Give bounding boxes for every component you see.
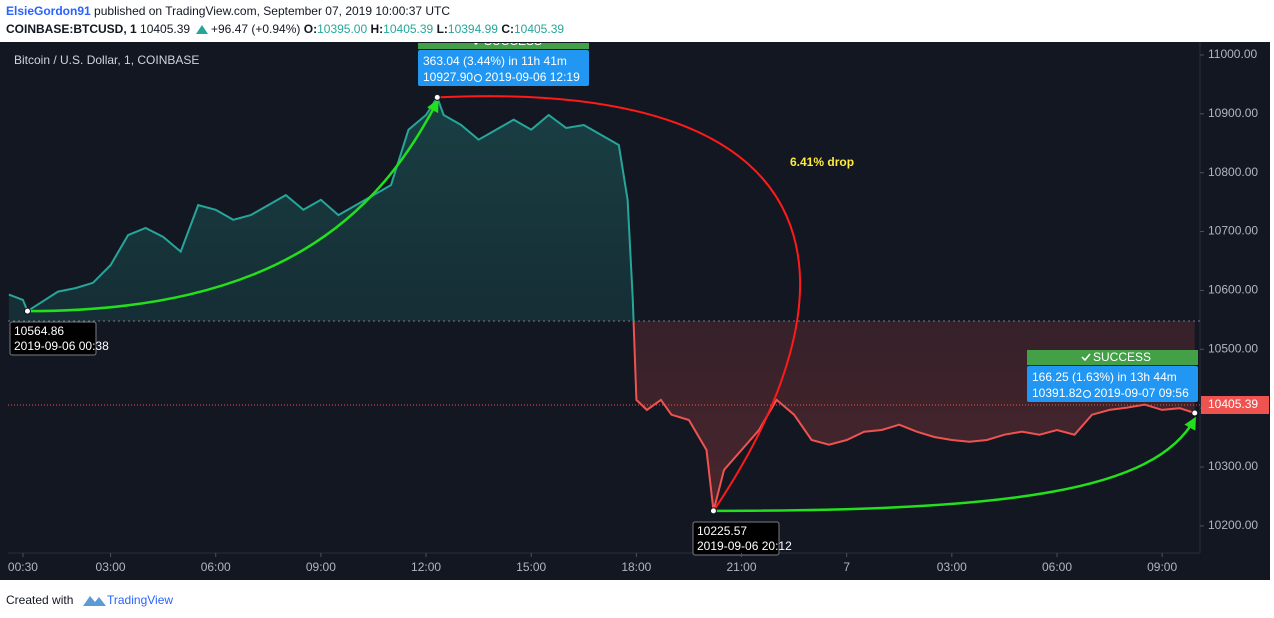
last-price-label: 10405.39 [1208,397,1258,411]
anchor-point [433,93,441,101]
price-line-below [632,321,1196,512]
x-tick-label: 7 [843,560,850,574]
x-tick-label: 00:30 [8,560,38,574]
h: 10405.39 [383,22,433,36]
up-icon [196,25,208,34]
x-tick-label: 18:00 [621,560,651,574]
y-tick-label: 10300.00 [1208,459,1258,473]
x-tick-label: 09:00 [1147,560,1177,574]
info-time: 2019-09-07 09:56 [1094,386,1189,400]
symbol: COINBASE:BTCUSD, 1 [6,22,137,36]
info-price: 10927.90 [423,70,473,84]
anchor-point [709,507,717,515]
x-tick-label: 03:00 [937,560,967,574]
status-tab: SUCCESS [1027,350,1198,365]
x-tick-label: 03:00 [96,560,126,574]
y-tick-label: 10200.00 [1208,518,1258,532]
check-icon [1081,353,1091,362]
o-label: O: [304,22,317,36]
x-tick-label: 06:00 [1042,560,1072,574]
h-label: H: [371,22,384,36]
price-box-value: 10225.57 [697,524,747,538]
price-box-time: 2019-09-06 20:12 [697,539,792,553]
price-box [692,521,780,556]
footer-brand[interactable]: TradingView [107,593,173,607]
status-label: SUCCESS [1093,350,1151,364]
y-tick-label: 10700.00 [1208,224,1258,238]
change: +96.47 (+0.94%) [211,22,300,36]
price: 10405.39 [140,22,190,36]
status-tab-bg [1027,350,1198,365]
x-tick-label: 06:00 [201,560,231,574]
x-tick-label: 12:00 [411,560,441,574]
l-label: L: [437,22,448,36]
clock-icon [474,74,482,82]
x-tick-label: 21:00 [726,560,756,574]
l: 10394.99 [448,22,498,36]
ohlc-line: +96.47 (+0.94%) O:10395.00 H:10405.39 L:… [211,22,564,36]
price-line-above [8,95,635,322]
y-tick-label: 10600.00 [1208,283,1258,297]
last-price-tag [1201,396,1269,415]
footer-created: Created with [6,593,73,607]
anchor-point [1191,409,1199,417]
arrow-rise-1 [27,99,439,313]
area-above [8,97,1195,322]
y-tick-label: 10500.00 [1208,341,1258,355]
drop-label: 6.41% drop [790,155,854,169]
status-label: SUCCESS [484,34,542,48]
c-label: C: [501,22,514,36]
info-change: 166.25 (1.63%) in 13h 44m [1032,370,1177,384]
status-tab: SUCCESS [418,34,589,49]
status-tab-bg [418,43,589,49]
x-tick-label: 09:00 [306,560,336,574]
c: 10405.39 [514,22,564,36]
price-box [9,321,97,356]
status-tab-body: SUCCESS [418,34,589,49]
x-tick-label: 15:00 [516,560,546,574]
chart-title: Bitcoin / U.S. Dollar, 1, COINBASE [14,53,199,67]
info-box [1027,366,1198,402]
arrow-rise-2 [713,416,1196,513]
header-line: ElsieGordon91 published on TradingView.c… [6,4,450,18]
logo [83,596,106,606]
y-tick-label: 10800.00 [1208,165,1258,179]
info-box [418,50,589,86]
y-tick-label: 11000.00 [1208,47,1257,61]
author[interactable]: ElsieGordon91 [6,4,91,18]
symbol-line: COINBASE:BTCUSD, 1 10405.39 [6,22,190,36]
clock-icon [1083,390,1091,398]
y-tick-label: 10900.00 [1208,106,1258,120]
price-box-value: 10564.86 [14,324,64,338]
published: published on TradingView.com, September … [94,4,450,18]
check-icon [473,43,478,46]
info-change: 363.04 (3.44%) in 11h 41m [423,54,567,68]
anchor-point [23,307,31,315]
price-box-time: 2019-09-06 00:38 [14,339,109,353]
arc-drop [437,95,802,512]
status-tab-body: SUCCESS [1027,350,1198,365]
o: 10395.00 [317,22,367,36]
info-price: 10391.82 [1032,386,1082,400]
info-time: 2019-09-06 12:19 [485,70,580,84]
